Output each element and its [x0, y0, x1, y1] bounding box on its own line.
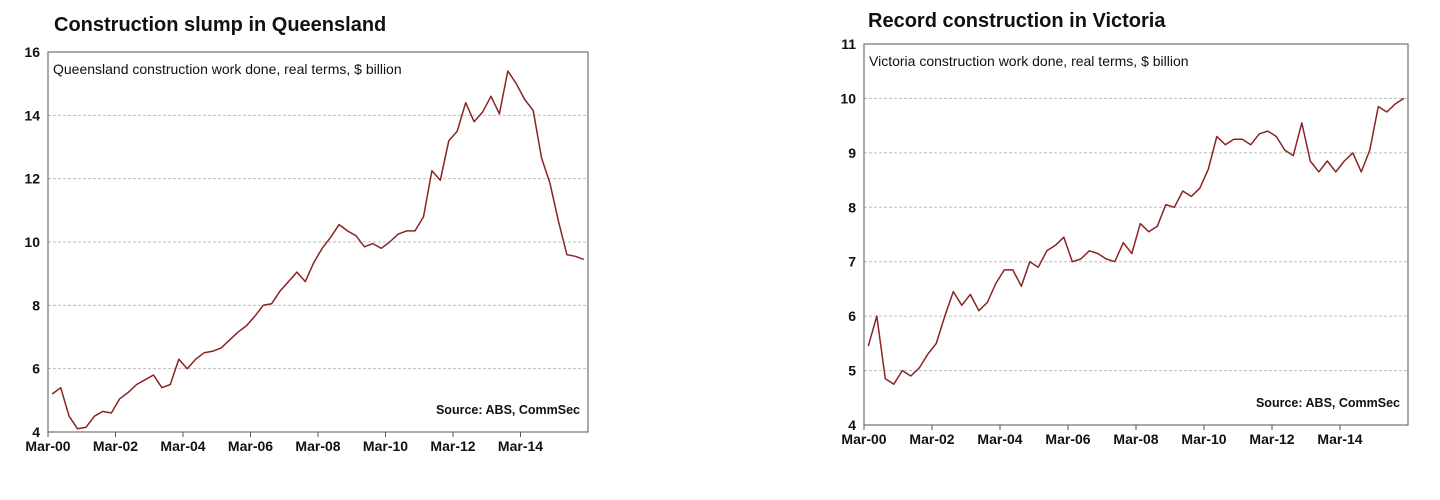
chart-annotation: Queensland construction work done, real … [53, 61, 402, 77]
y-tick-label: 4 [848, 417, 856, 433]
x-tick-label: Mar-06 [228, 438, 273, 454]
y-tick-label: 11 [841, 36, 856, 52]
y-tick-label: 4 [32, 424, 40, 440]
x-tick-label: Mar-12 [430, 438, 475, 454]
x-tick-label: Mar-10 [1181, 431, 1226, 447]
x-tick-label: Mar-12 [1249, 431, 1294, 447]
x-tick-label: Mar-04 [977, 431, 1022, 447]
y-tick-label: 6 [32, 361, 40, 377]
y-tick-label: 10 [24, 234, 40, 250]
y-tick-label: 8 [32, 297, 40, 313]
plot-frame [863, 43, 1409, 426]
x-tick-label: Mar-02 [909, 431, 954, 447]
x-tick-label: Mar-00 [25, 438, 70, 454]
y-tick-label: 14 [24, 107, 40, 123]
x-tick-label: Mar-10 [363, 438, 408, 454]
y-tick-label: 16 [24, 44, 40, 60]
x-tick-label: Mar-04 [160, 438, 205, 454]
y-tick-label: 7 [848, 254, 856, 270]
chart-victoria: 4 5 6 7 8 9 10 11 Mar-00 Mar-02 Mar-04 Mar-06 Mar-08… [840, 36, 1409, 447]
chart-title-victoria: Record construction in Victoria [868, 10, 1166, 32]
series-line [867, 97, 1405, 385]
x-tick-label: Mar-02 [93, 438, 138, 454]
series-line [51, 70, 585, 430]
chart-queensland: 4 6 8 10 12 14 16 Mar-00 Mar-02 Mar-04 Mar-06 Mar-0… [24, 44, 589, 454]
x-tick-label: Mar-06 [1045, 431, 1090, 447]
chart-annotation: Victoria construction work done, real te… [869, 53, 1189, 69]
x-tick-label: Mar-14 [498, 438, 543, 454]
y-tick-label: 5 [848, 363, 856, 379]
chart-source: Source: ABS, CommSec [1256, 396, 1400, 410]
y-tick-label: 6 [848, 308, 856, 324]
chart-title-queensland: Construction slump in Queensland [54, 14, 387, 36]
y-tick-label: 8 [848, 199, 856, 215]
x-tick-label: Mar-08 [295, 438, 340, 454]
x-tick-label: Mar-08 [1113, 431, 1158, 447]
y-tick-label: 10 [840, 90, 856, 106]
x-tick-label: Mar-14 [1317, 431, 1362, 447]
y-tick-label: 12 [24, 171, 40, 187]
y-tick-label: 9 [848, 145, 856, 161]
x-tick-label: Mar-00 [841, 431, 886, 447]
chart-source: Source: ABS, CommSec [436, 403, 580, 417]
